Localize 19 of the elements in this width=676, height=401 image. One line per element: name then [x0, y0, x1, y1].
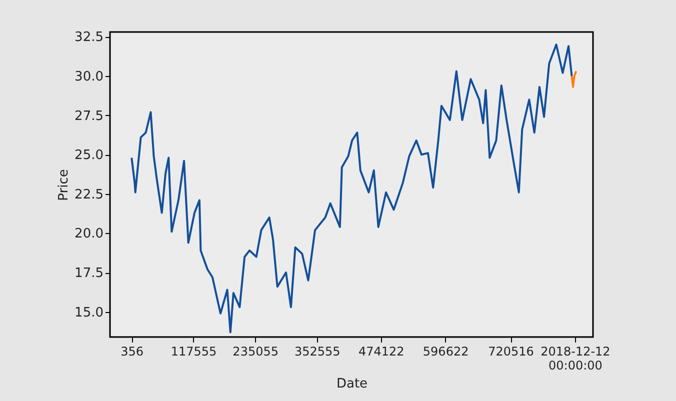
- x-tick-label: 356: [120, 344, 144, 358]
- y-tick-label: 15.0: [74, 305, 104, 320]
- x-tick-label: 117555: [170, 344, 217, 358]
- x-tick-label: 720516: [488, 344, 534, 358]
- x-tick-label: 235055: [232, 344, 278, 358]
- x-tick-label: 474122: [358, 344, 404, 358]
- y-tick-label: 25.0: [74, 148, 104, 164]
- x-tick-label: 352555: [294, 344, 340, 358]
- y-axis-title: Price: [56, 169, 72, 201]
- y-tick-label: 22.5: [74, 187, 104, 202]
- x-tick-label: 596622: [422, 344, 469, 358]
- x-tick-label: 2018-12-12 00:00:00: [540, 344, 610, 372]
- y-tick-label: 32.5: [74, 30, 104, 46]
- x-axis-title: Date: [336, 376, 368, 392]
- y-tick-label: 30.0: [74, 70, 104, 85]
- y-tick-label: 17.5: [74, 266, 104, 282]
- y-tick-label: 20.0: [74, 226, 104, 242]
- y-tick-label: 27.5: [74, 108, 104, 124]
- line-series: [130, 44, 573, 334]
